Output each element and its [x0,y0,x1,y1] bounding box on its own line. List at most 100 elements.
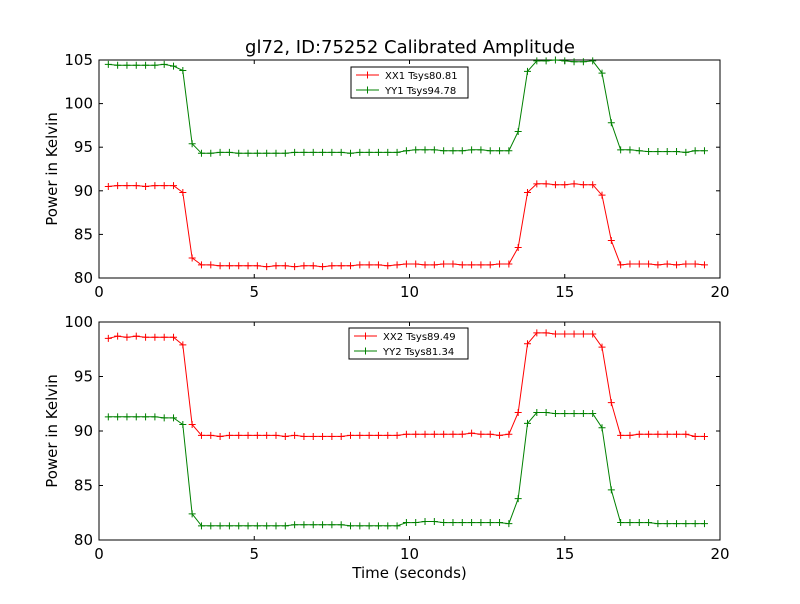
data-point [486,261,494,269]
data-point [700,432,708,440]
data-point [449,147,457,155]
data-point [253,522,261,530]
data-point [440,519,448,527]
y-tick-label: 95 [74,368,93,386]
data-point [291,263,299,271]
data-point [412,146,420,154]
data-point [477,519,485,527]
data-point [700,147,708,155]
data-point [132,413,140,421]
data-point [682,520,690,528]
data-point [589,410,597,418]
data-point [514,128,522,136]
data-point [356,148,364,156]
data-point [449,260,457,268]
data-point [365,522,373,530]
data-point [682,260,690,268]
data-point [384,262,392,270]
x-tick-label: 15 [555,283,574,301]
data-point [430,146,438,154]
y-tick-label: 100 [64,313,93,331]
data-point [514,495,522,503]
bottom-panel: 0 5 10 15 20 80 85 90 95 100 Power in Kelvin Time (… [43,313,730,582]
data-point [291,521,299,529]
data-point [551,56,559,64]
data-point [449,430,457,438]
legend-label: XX1 Tsys80.81 [385,71,458,82]
data-point [486,147,494,155]
data-point [300,148,308,156]
data-point [365,148,373,156]
data-point [123,61,131,69]
data-point [700,261,708,269]
y-tick-label: 85 [74,477,93,495]
data-point [337,432,345,440]
data-point [356,261,364,269]
data-point [402,147,410,155]
data-point [570,58,578,66]
data-point [151,333,159,341]
data-point [281,522,289,530]
x-tick-label: 0 [94,545,104,563]
data-point [523,419,531,427]
data-point [160,333,168,341]
y-tick-label: 105 [64,51,93,69]
data-point [542,180,550,188]
data-point [225,522,233,530]
data-point [579,58,587,66]
data-point [356,431,364,439]
data-point [579,330,587,338]
data-point [114,413,122,421]
data-point [384,431,392,439]
data-point [421,261,429,269]
data-point [477,261,485,269]
data-point [309,148,317,156]
data-point [272,522,280,530]
data-point [561,57,569,65]
data-point [263,522,271,530]
data-point [309,432,317,440]
data-point [682,430,690,438]
data-point [281,262,289,270]
data-point [384,148,392,156]
data-point [421,146,429,154]
data-point [589,181,597,189]
data-point [663,260,671,268]
data-point [244,149,252,157]
data-point [197,149,205,157]
data-point [225,262,233,270]
data-point [635,430,643,438]
y-axis-label: Power in Kelvin [43,374,61,488]
data-point [337,262,345,270]
data-point [496,260,504,268]
data-point [570,410,578,418]
data-point [319,148,327,156]
data-point [533,57,541,65]
legend-marker [364,71,371,79]
data-point [700,520,708,528]
data-point [542,329,550,337]
x-tick-label: 0 [94,283,104,301]
data-point [142,413,150,421]
data-point [551,410,559,418]
data-point [673,520,681,528]
data-point [132,182,140,190]
data-point [468,429,476,437]
y-axis-label: Power in Kelvin [43,112,61,226]
data-point [579,410,587,418]
data-point [170,182,178,190]
y-tick-label: 80 [74,269,93,287]
data-point [365,261,373,269]
data-point [645,430,653,438]
data-point [458,147,466,155]
data-point [440,430,448,438]
data-point [505,430,513,438]
data-point [514,408,522,416]
data-point [654,520,662,528]
data-point [561,330,569,338]
data-point [170,414,178,422]
data-point [523,340,531,348]
data-point [607,119,615,127]
data-point [207,261,215,269]
data-point [151,413,159,421]
